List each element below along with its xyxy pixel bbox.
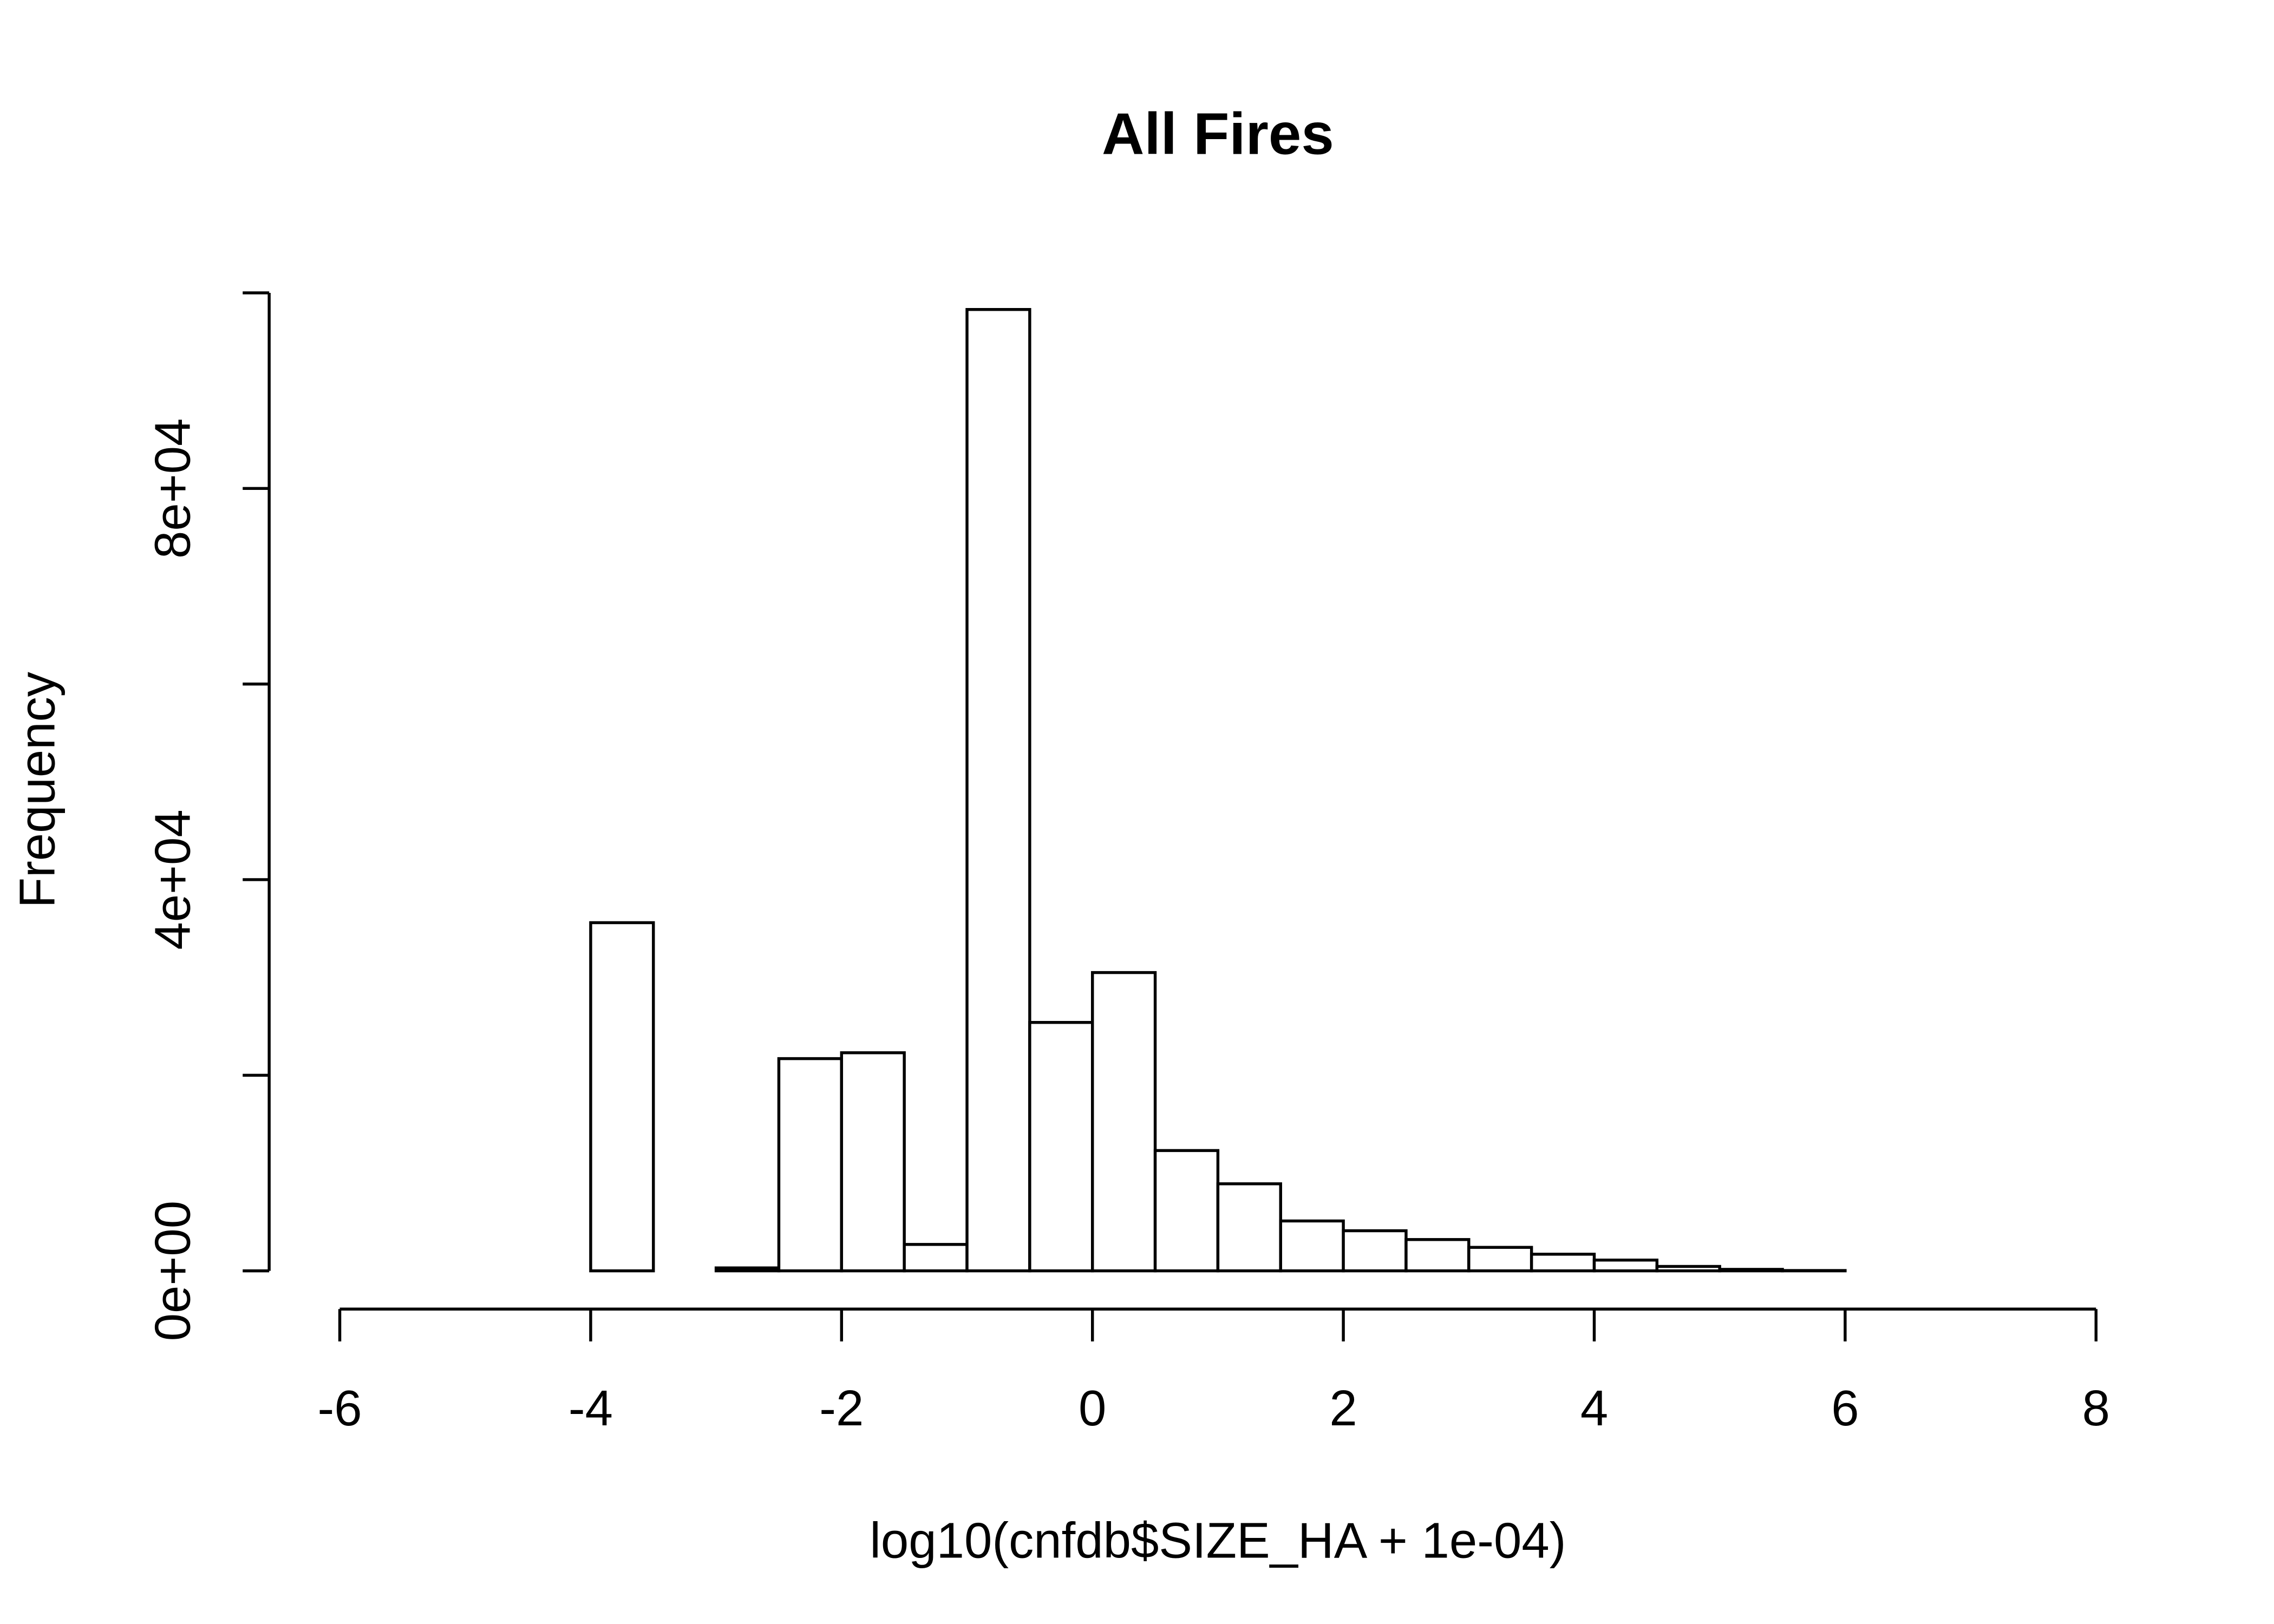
y-tick-label: 8e+04 [144,418,200,559]
bar [589,921,655,1273]
bar [1718,1268,1784,1273]
bar [1279,1219,1345,1273]
bar [1467,1246,1533,1273]
x-tick-label: 2 [1329,1380,1357,1436]
bar [903,1243,969,1273]
bar [965,308,1031,1273]
bar [1153,1149,1220,1273]
x-tick-label: -2 [819,1380,864,1436]
bar [1342,1229,1408,1273]
x-tick-label: 6 [1831,1380,1859,1436]
bar [714,1266,781,1273]
y-axis-label: Frequency [9,672,65,908]
bar [840,1051,906,1273]
bar [777,1057,844,1273]
x-tick-label: 0 [1079,1380,1106,1436]
bar [1592,1259,1659,1273]
bar [1530,1253,1596,1273]
x-tick-label: 4 [1580,1380,1608,1436]
x-tick-label: -6 [317,1380,362,1436]
x-axis-label: log10(cnfdb$SIZE_HA + 1e-04) [870,1512,1566,1568]
y-tick-label: 4e+04 [144,809,200,949]
bar [1404,1238,1471,1273]
chart-title: All Fires [1102,101,1334,167]
x-tick-label: 8 [2082,1380,2110,1436]
bar [1655,1265,1721,1273]
bar [1091,971,1157,1273]
x-tick-label: -4 [568,1380,613,1436]
y-tick-label: 0e+00 [144,1201,200,1341]
bar [1216,1182,1282,1273]
bar [1028,1021,1094,1273]
